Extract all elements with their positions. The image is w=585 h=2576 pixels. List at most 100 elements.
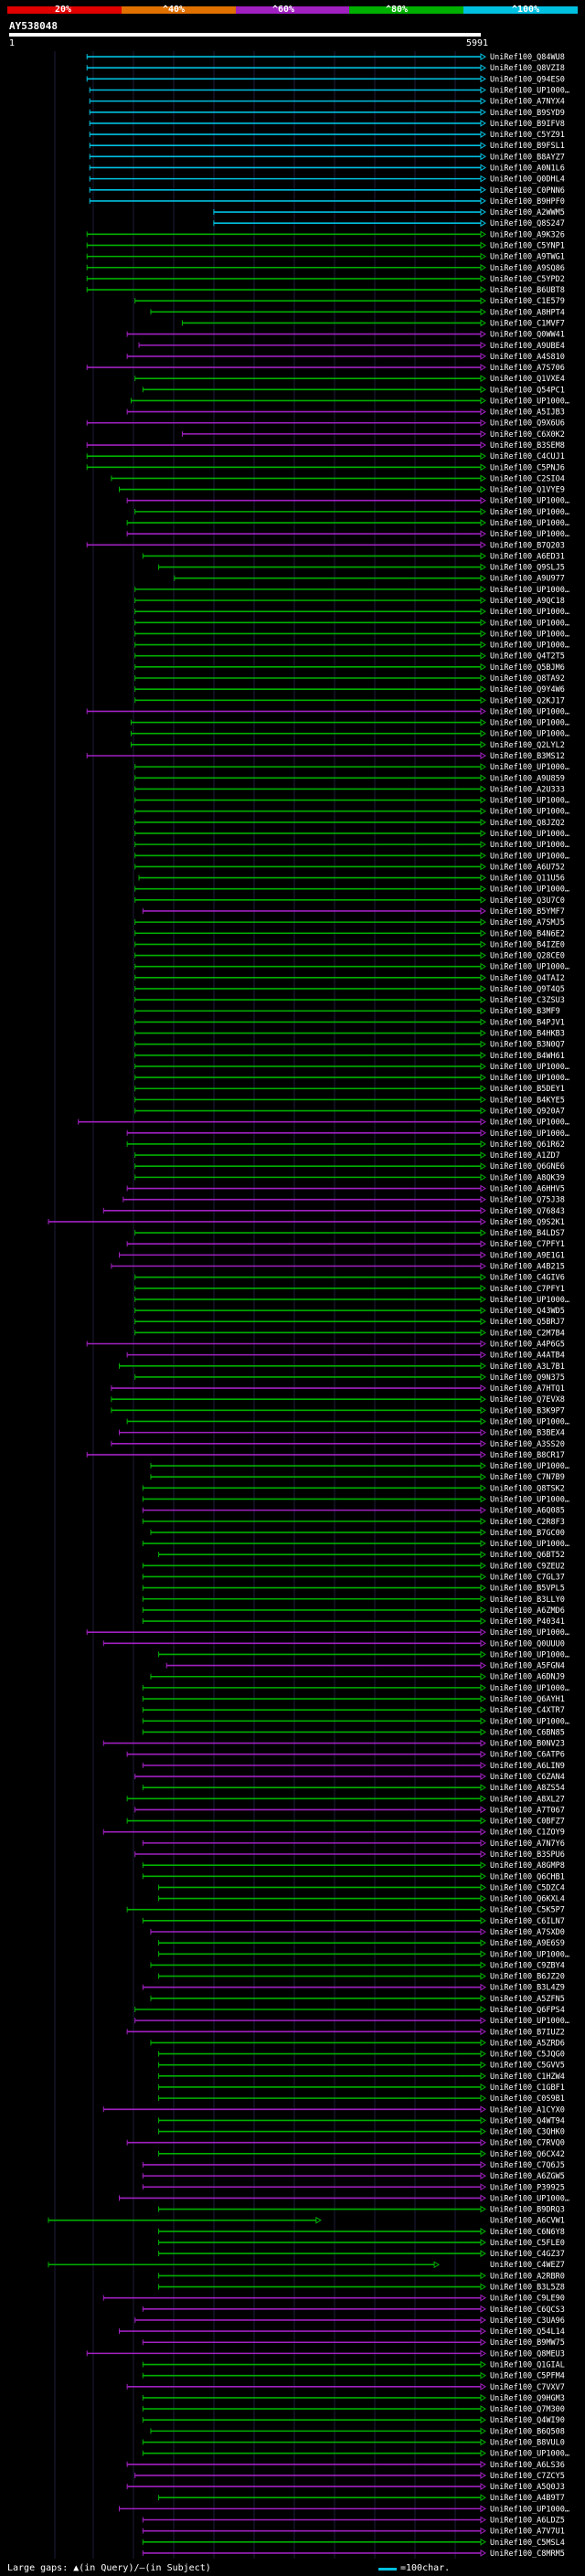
hit-label[interactable]: UniRef100_A6LIN9 <box>490 1762 565 1771</box>
hit-label[interactable]: UniRef100_Q9X6U6 <box>490 419 565 429</box>
hit-label[interactable]: UniRef100_UP1000… <box>490 885 569 895</box>
hit-label[interactable]: UniRef100_A3L7B1 <box>490 1362 565 1372</box>
hit-label[interactable]: UniRef100_C9LE90 <box>490 2295 565 2304</box>
hit-label[interactable]: UniRef100_Q6BT52 <box>490 1551 565 1560</box>
hit-label[interactable]: UniRef100_Q0UUU0 <box>490 1639 565 1648</box>
hit-label[interactable]: UniRef100_A4ATB4 <box>490 1352 565 1361</box>
hit-label[interactable]: UniRef100_Q54PC1 <box>490 386 565 395</box>
hit-label[interactable]: UniRef100_C2SIO4 <box>490 474 565 483</box>
hit-label[interactable]: UniRef100_C8MRM5 <box>490 2549 565 2559</box>
hit-label[interactable]: UniRef100_UP1000… <box>490 1717 569 1726</box>
hit-label[interactable]: UniRef100_B3SPU6 <box>490 1850 565 1860</box>
hit-label[interactable]: UniRef100_B3K9P7 <box>490 1406 565 1415</box>
hit-label[interactable]: UniRef100_UP1000… <box>490 1540 569 1549</box>
hit-label[interactable]: UniRef100_Q4WI90 <box>490 2416 565 2425</box>
hit-label[interactable]: UniRef100_B9DRQ3 <box>490 2206 565 2215</box>
hit-label[interactable]: UniRef100_C7Q6J5 <box>490 2161 565 2170</box>
hit-label[interactable]: UniRef100_A9U977 <box>490 575 565 584</box>
hit-label[interactable]: UniRef100_C6BN85 <box>490 1728 565 1737</box>
hit-label[interactable]: UniRef100_Q8S247 <box>490 219 565 228</box>
hit-label[interactable]: UniRef100_B8CR17 <box>490 1451 565 1460</box>
hit-label[interactable]: UniRef100_B9FSL1 <box>490 142 565 151</box>
hit-label[interactable]: UniRef100_B4PJV1 <box>490 1018 565 1027</box>
hit-label[interactable]: UniRef100_C6X0K2 <box>490 430 565 440</box>
hit-label[interactable]: UniRef100_A9U859 <box>490 774 565 783</box>
hit-label[interactable]: UniRef100_Q8JZQ2 <box>490 819 565 828</box>
hit-label[interactable]: UniRef100_Q11U56 <box>490 875 565 884</box>
hit-label[interactable]: UniRef100_Q43WD5 <box>490 1307 565 1316</box>
hit-label[interactable]: UniRef100_Q9Y4W6 <box>490 685 565 694</box>
hit-label[interactable]: UniRef100_A5ZFN5 <box>490 1995 565 2004</box>
hit-label[interactable]: UniRef100_UP1000… <box>490 1495 569 1504</box>
hit-label[interactable]: UniRef100_A4B215 <box>490 1263 565 1272</box>
hit-label[interactable]: UniRef100_P39925 <box>490 2183 565 2192</box>
hit-label[interactable]: UniRef100_A6DNJ9 <box>490 1673 565 1682</box>
hit-label[interactable]: UniRef100_C7GL37 <box>490 1573 565 1582</box>
hit-label[interactable]: UniRef100_Q4WT94 <box>490 2116 565 2125</box>
hit-label[interactable]: UniRef100_B3BEX4 <box>490 1429 565 1438</box>
hit-label[interactable]: UniRef100_Q0WW41 <box>490 331 565 340</box>
hit-label[interactable]: UniRef100_A9TWG1 <box>490 253 565 262</box>
hit-label[interactable]: UniRef100_A2U333 <box>490 785 565 794</box>
hit-label[interactable]: UniRef100_B6Q508 <box>490 2427 565 2436</box>
hit-label[interactable]: UniRef100_B5DEY1 <box>490 1085 565 1094</box>
hit-label[interactable]: UniRef100_UP1000… <box>490 730 569 739</box>
hit-label[interactable]: UniRef100_UP1000… <box>490 1684 569 1693</box>
hit-label[interactable]: UniRef100_C5DZC4 <box>490 1883 565 1892</box>
hit-label[interactable]: UniRef100_UP1000… <box>490 841 569 850</box>
hit-label[interactable]: UniRef100_B4N6E2 <box>490 929 565 938</box>
hit-label[interactable]: UniRef100_C7ZCY5 <box>490 2472 565 2481</box>
hit-label[interactable]: UniRef100_UP1000… <box>490 763 569 772</box>
hit-label[interactable]: UniRef100_B3SEM8 <box>490 441 565 451</box>
hit-label[interactable]: UniRef100_Q9N375 <box>490 1373 565 1383</box>
hit-label[interactable]: UniRef100_C5MSL4 <box>490 2539 565 2548</box>
hit-label[interactable]: UniRef100_A7SMJ5 <box>490 918 565 928</box>
hit-label[interactable]: UniRef100_B4IZE0 <box>490 940 565 949</box>
hit-label[interactable]: UniRef100_Q76843 <box>490 1207 565 1216</box>
hit-label[interactable]: UniRef100_A8ZS54 <box>490 1784 565 1793</box>
hit-label[interactable]: UniRef100_B3N0Q7 <box>490 1041 565 1050</box>
hit-label[interactable]: UniRef100_C5PFM4 <box>490 2372 565 2381</box>
hit-label[interactable]: UniRef100_UP1000… <box>490 1129 569 1139</box>
hit-label[interactable]: UniRef100_UP1000… <box>490 86 569 95</box>
hit-label[interactable]: UniRef100_C4CUJ1 <box>490 452 565 461</box>
hit-label[interactable]: UniRef100_C6ZAN4 <box>490 1773 565 1782</box>
hit-label[interactable]: UniRef100_B5YMF7 <box>490 907 565 917</box>
hit-label[interactable]: UniRef100_UP1000… <box>490 608 569 617</box>
hit-label[interactable]: UniRef100_UP1000… <box>490 963 569 972</box>
hit-label[interactable]: UniRef100_B5VPL5 <box>490 1585 565 1594</box>
hit-label[interactable]: UniRef100_Q8VZI8 <box>490 64 565 73</box>
hit-label[interactable]: UniRef100_Q9T4Q5 <box>490 985 565 994</box>
hit-label[interactable]: UniRef100_Q61R62 <box>490 1140 565 1150</box>
hit-label[interactable]: UniRef100_A5Q0J3 <box>490 2483 565 2492</box>
hit-label[interactable]: UniRef100_A6CVW1 <box>490 2217 565 2226</box>
hit-label[interactable]: UniRef100_UP1000… <box>490 641 569 651</box>
hit-label[interactable]: UniRef100_A9E1G1 <box>490 1251 565 1260</box>
hit-label[interactable]: UniRef100_A8GMP8 <box>490 1861 565 1871</box>
hit-label[interactable]: UniRef100_C7PFY1 <box>490 1240 565 1249</box>
hit-label[interactable]: UniRef100_UP1000… <box>490 1417 569 1426</box>
hit-label[interactable]: UniRef100_A9K326 <box>490 230 565 239</box>
hit-label[interactable]: UniRef100_Q8MEU3 <box>490 2349 565 2359</box>
hit-label[interactable]: UniRef100_A7SXD0 <box>490 1928 565 1937</box>
hit-label[interactable]: UniRef100_C6ATP6 <box>490 1751 565 1760</box>
hit-label[interactable]: UniRef100_A4B9T7 <box>490 2494 565 2503</box>
hit-label[interactable]: UniRef100_A7T067 <box>490 1806 565 1815</box>
hit-label[interactable]: UniRef100_UP1000… <box>490 497 569 506</box>
hit-label[interactable]: UniRef100_Q6AYH1 <box>490 1695 565 1704</box>
hit-label[interactable]: UniRef100_A4S810 <box>490 353 565 362</box>
hit-label[interactable]: UniRef100_UP1000… <box>490 397 569 406</box>
hit-label[interactable]: UniRef100_C2M7B4 <box>490 1329 565 1338</box>
hit-label[interactable]: UniRef100_Q4T2T5 <box>490 652 565 662</box>
hit-label[interactable]: UniRef100_A6LS36 <box>490 2461 565 2470</box>
hit-label[interactable]: UniRef100_A1CYX0 <box>490 2105 565 2115</box>
hit-label[interactable]: UniRef100_A4P6G5 <box>490 1340 565 1349</box>
hit-label[interactable]: UniRef100_C6ILN7 <box>490 1917 565 1926</box>
hit-label[interactable]: UniRef100_C0S9B1 <box>490 2094 565 2104</box>
hit-label[interactable]: UniRef100_Q6KXL4 <box>490 1895 565 1904</box>
hit-label[interactable]: UniRef100_A7N7Y6 <box>490 1839 565 1849</box>
hit-label[interactable]: UniRef100_Q1GIAL <box>490 2361 565 2370</box>
hit-label[interactable]: UniRef100_B4HKB3 <box>490 1030 565 1039</box>
hit-label[interactable]: UniRef100_UP1000… <box>490 830 569 839</box>
hit-label[interactable]: UniRef100_UP1000… <box>490 1462 569 1471</box>
